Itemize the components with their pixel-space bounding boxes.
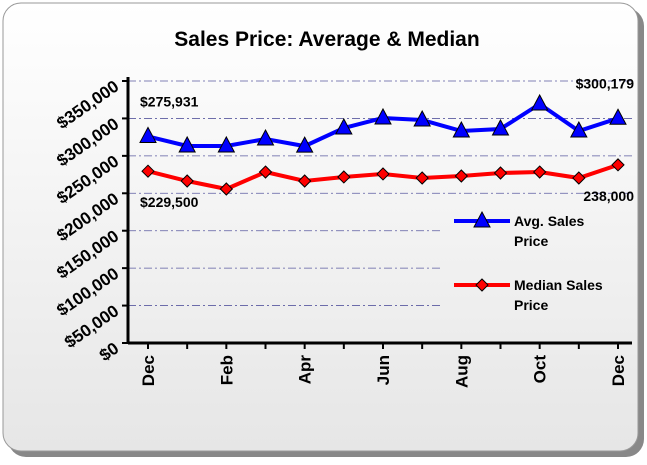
- x-tick-label: Feb: [217, 355, 236, 385]
- legend-line-2: Price: [514, 233, 548, 249]
- diamond-marker: [475, 278, 489, 292]
- triangle-marker: [256, 128, 275, 146]
- triangle-marker: [374, 107, 392, 125]
- diamond-marker: [337, 170, 351, 184]
- triangle-marker: [413, 109, 431, 127]
- panel: [2, 2, 639, 452]
- x-tick-label: Apr: [296, 355, 315, 385]
- triangle-marker: [295, 136, 314, 153]
- triangle-marker: [569, 120, 588, 138]
- diamond-marker: [532, 165, 547, 179]
- diamond-marker: [376, 167, 390, 181]
- triangle-marker: [139, 126, 157, 143]
- diamond-marker: [454, 169, 469, 183]
- triangle-marker: [491, 118, 510, 136]
- chart-title: Sales Price: Average & Median: [174, 28, 479, 51]
- diamond-marker: [572, 171, 586, 185]
- diamond-marker: [141, 164, 155, 178]
- triangle-marker: [335, 117, 353, 135]
- triangle-marker: [530, 93, 549, 111]
- triangle-marker: [452, 120, 471, 138]
- diamond-marker: [258, 165, 273, 179]
- x-tick-label: Dec: [139, 355, 158, 386]
- diamond-marker: [611, 158, 625, 172]
- x-tick-label: Aug: [452, 355, 471, 388]
- triangle-marker: [178, 135, 197, 153]
- x-tick-label: Oct: [531, 355, 550, 384]
- triangle-marker: [609, 108, 627, 125]
- data-label: $275,931: [140, 93, 199, 109]
- triangle-marker: [473, 210, 491, 228]
- x-tick-label: Jun: [374, 355, 393, 385]
- diamond-marker: [180, 174, 194, 188]
- diamond-marker: [219, 182, 234, 196]
- legend-label: Median Sales Price: [514, 277, 603, 313]
- x-tick-label: Dec: [609, 355, 628, 386]
- legend-label: Avg. Sales Price: [514, 213, 585, 249]
- diamond-marker: [493, 166, 508, 180]
- legend-line-1: Avg. Sales: [514, 213, 585, 229]
- diamond-marker: [297, 174, 312, 188]
- legend-line-2: Price: [514, 297, 548, 313]
- data-label: 238,000: [583, 188, 634, 204]
- diamond-marker: [415, 171, 429, 185]
- legend-line-1: Median Sales: [514, 277, 603, 293]
- triangle-marker: [217, 135, 236, 153]
- data-label: $300,179: [576, 75, 635, 91]
- data-label: $229,500: [140, 194, 199, 210]
